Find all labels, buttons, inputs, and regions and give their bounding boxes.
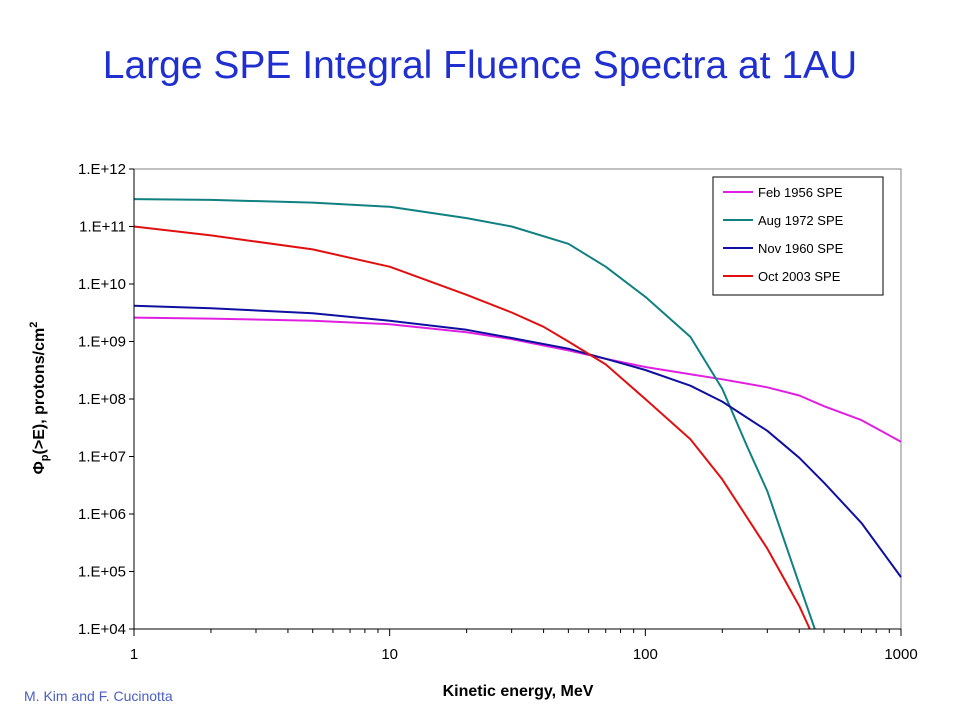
y-axis-title-symbol: Φ	[31, 461, 48, 474]
y-axis-title: Φp(>E), protons/cm2	[28, 322, 51, 475]
x-tick-label: 100	[633, 646, 658, 663]
series-line-nov-1960-spe	[134, 304, 902, 578]
series-line-oct-2003-spe	[134, 225, 811, 630]
legend-label: Feb 1956 SPE	[758, 185, 843, 200]
legend-label: Aug 1972 SPE	[758, 213, 844, 228]
y-tick-label: 1.E+07	[78, 449, 126, 466]
y-tick-label: 1.E+08	[78, 391, 126, 408]
slide-title: Large SPE Integral Fluence Spectra at 1A…	[102, 44, 858, 87]
y-axis-title-superscript: 2	[28, 322, 40, 328]
x-tick-label: 1	[130, 646, 138, 663]
y-tick-label: 1.E+12	[78, 161, 126, 178]
series-line-aug-1972-spe	[134, 198, 816, 630]
x-tick-label: 1000	[884, 646, 917, 663]
y-tick-label: 1.E+09	[78, 334, 126, 351]
x-axis-title: Kinetic energy, MeV	[443, 683, 594, 700]
legend-label: Nov 1960 SPE	[758, 241, 844, 256]
legend-label: Oct 2003 SPE	[758, 269, 841, 284]
y-tick-label: 1.E+05	[78, 564, 126, 581]
x-tick-label: 10	[381, 646, 398, 663]
y-tick-label: 1.E+06	[78, 506, 126, 523]
y-axis-title-text: (>E), protons/cm	[31, 328, 48, 455]
author-credit: M. Kim and F. Cucinotta	[24, 688, 173, 704]
y-tick-label: 1.E+04	[78, 621, 126, 638]
legend: Feb 1956 SPE Aug 1972 SPE Nov 1960 SPE Oct …	[712, 176, 884, 296]
y-axis-title-subscript: p	[39, 454, 51, 461]
series-line-feb-1956-spe	[134, 316, 902, 443]
axes: 1.E+04 1.E+05 1.E+06 1.E+07 1.E+08 1.E+09 1.E+…	[78, 161, 918, 663]
y-tick-label: 1.E+10	[78, 276, 126, 293]
y-tick-label: 1.E+11	[79, 219, 126, 236]
series-lines	[134, 198, 902, 630]
